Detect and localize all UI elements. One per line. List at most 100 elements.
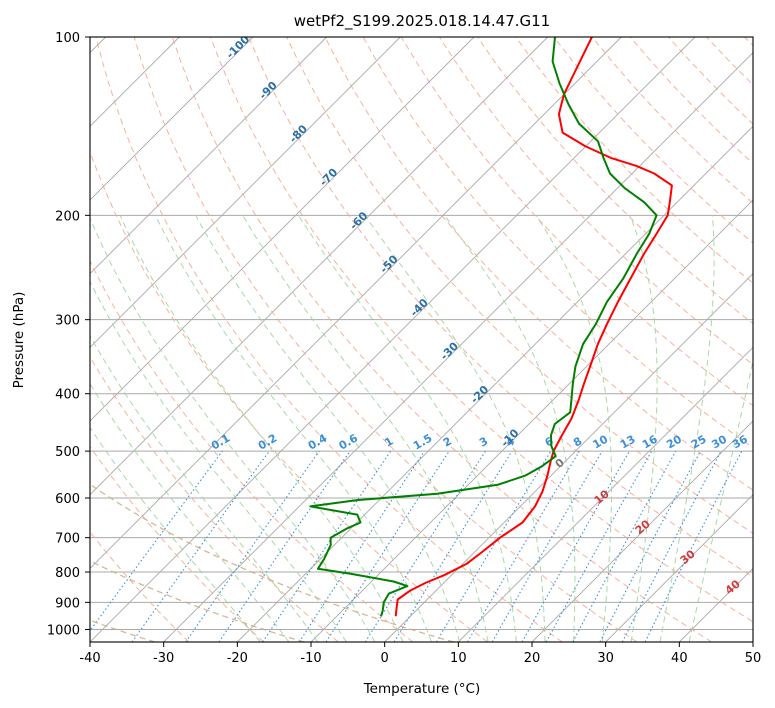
x-axis-ticks: -40 -30 -20 -10 0 10 20 30 40 50 xyxy=(79,642,761,666)
x-tick-label: 0 xyxy=(381,651,389,666)
mixing-ratio-label: 25 xyxy=(689,433,709,452)
y-tick-label: 400 xyxy=(55,388,80,403)
theta-e-label: 10 xyxy=(592,487,612,507)
background-lines xyxy=(90,37,753,642)
isotherm-line xyxy=(90,37,254,201)
mixing-ratio-line xyxy=(545,450,653,642)
isotherm-line xyxy=(90,37,696,642)
isotherm-label: -20 xyxy=(468,383,491,406)
x-tick-label: -10 xyxy=(300,651,321,666)
isotherm-label: -40 xyxy=(408,296,431,319)
isotherm-line xyxy=(90,37,327,275)
isotherm-line xyxy=(90,37,548,496)
y-tick-label: 300 xyxy=(55,314,80,329)
y-axis-label: Pressure (hPa) xyxy=(11,292,27,389)
dry-adiabat-line xyxy=(286,37,753,534)
mixing-ratio-line xyxy=(325,450,450,642)
dry-adiabat-line xyxy=(210,37,753,623)
x-axis-label: Temperature (°C) xyxy=(363,681,481,697)
moist-adiabat-line xyxy=(688,358,753,642)
y-tick-label: 900 xyxy=(55,596,80,611)
theta-e-label: 20 xyxy=(633,517,653,537)
x-tick-label: 40 xyxy=(671,651,688,666)
isotherm-line xyxy=(531,420,753,642)
isotherm-line xyxy=(679,567,753,642)
mixing-ratio-line xyxy=(218,450,351,642)
mixing-ratio-label: 1 xyxy=(382,435,395,450)
moist-adiabat-line xyxy=(90,280,347,642)
plot-frame xyxy=(89,36,754,643)
moist-adiabat-line xyxy=(444,215,576,642)
mixing-ratio-line xyxy=(90,450,223,632)
isotherm-line xyxy=(752,641,753,642)
profile-lines xyxy=(309,37,673,617)
moist-adiabat-line xyxy=(535,215,613,642)
x-tick-label: -30 xyxy=(153,651,174,666)
temperature-line xyxy=(394,37,673,617)
dry-adiabat-line xyxy=(90,150,488,642)
moist-adiabat-line xyxy=(195,215,461,642)
mixing-ratio-line xyxy=(298,450,425,642)
dry-adiabat-line xyxy=(95,37,563,642)
dry-adiabat-line xyxy=(90,531,190,642)
mixing-ratio-line xyxy=(131,450,270,642)
moist-adiabat-line xyxy=(659,215,715,642)
dry-adiabat-line xyxy=(248,37,753,578)
moist-adiabat-line xyxy=(90,334,319,642)
mixing-ratio-label: 0.1 xyxy=(209,432,232,453)
y-tick-label: 600 xyxy=(55,492,80,507)
x-tick-label: 30 xyxy=(597,651,614,666)
mixing-ratio-label: 0.4 xyxy=(306,431,330,452)
isotherm-line xyxy=(237,125,753,642)
mixing-ratio-label: 13 xyxy=(618,433,638,452)
theta-e-line xyxy=(90,560,305,642)
moist-adiabat-line xyxy=(90,382,290,642)
mixing-ratio-label: 36 xyxy=(730,432,750,451)
mixing-ratio-label: 3 xyxy=(477,435,490,450)
isotherm-label: -80 xyxy=(287,122,310,145)
mixing-ratio-line xyxy=(185,450,320,642)
background-line-labels: 0.1 0.2 0.4 0.6 1 1.5 2 3 4 6 8 10 13 16 20 25 30 36-100-… xyxy=(209,37,750,597)
mixing-ratio-label: 16 xyxy=(640,432,660,451)
mixing-ratio-line xyxy=(262,450,392,642)
isotherm-label: -70 xyxy=(317,166,340,189)
mixing-ratio-line xyxy=(644,450,743,642)
moist-adiabat-line xyxy=(364,215,546,642)
isotherm-label: -90 xyxy=(257,79,280,102)
mixing-ratio-label: 8 xyxy=(571,435,584,450)
x-tick-label: 10 xyxy=(450,651,467,666)
dewpoint-line xyxy=(309,37,658,617)
isotherm-label: -30 xyxy=(438,339,461,362)
theta-e-line xyxy=(90,483,454,642)
mixing-ratio-line xyxy=(393,450,513,642)
mixing-ratio-label: 20 xyxy=(664,432,684,451)
moist-adiabat-line xyxy=(154,215,432,642)
dry-adiabat-line xyxy=(324,37,753,491)
moist-adiabat-line xyxy=(242,215,489,642)
isotherm-line xyxy=(90,37,475,422)
dry-adiabat-line xyxy=(706,37,753,86)
isotherm-label: -10 xyxy=(498,426,521,449)
theta-e-label: 30 xyxy=(678,547,698,567)
mixing-ratio-line xyxy=(521,450,630,642)
isotherm-line xyxy=(605,494,753,642)
theta-e-label: 40 xyxy=(723,577,743,597)
x-tick-label: 50 xyxy=(745,651,762,666)
mixing-ratio-line xyxy=(599,450,701,642)
isotherm-line xyxy=(163,52,753,642)
dry-adiabat-line xyxy=(744,37,753,47)
moist-adiabat-line xyxy=(629,215,658,642)
dry-adiabat-line xyxy=(477,37,753,325)
moist-adiabat-line xyxy=(90,426,261,642)
isotherm-line xyxy=(90,37,622,569)
mixing-ratio-label: 6 xyxy=(543,434,556,449)
x-tick-label: -20 xyxy=(227,651,248,666)
mixing-ratio-line xyxy=(364,450,486,642)
isotherm-line xyxy=(90,37,401,348)
isotherm-label: -50 xyxy=(377,252,400,275)
isotherm-line xyxy=(458,346,753,642)
y-tick-label: 800 xyxy=(55,566,80,581)
mixing-ratio-label: 30 xyxy=(709,432,729,451)
mixing-ratio-label: 10 xyxy=(591,432,611,451)
